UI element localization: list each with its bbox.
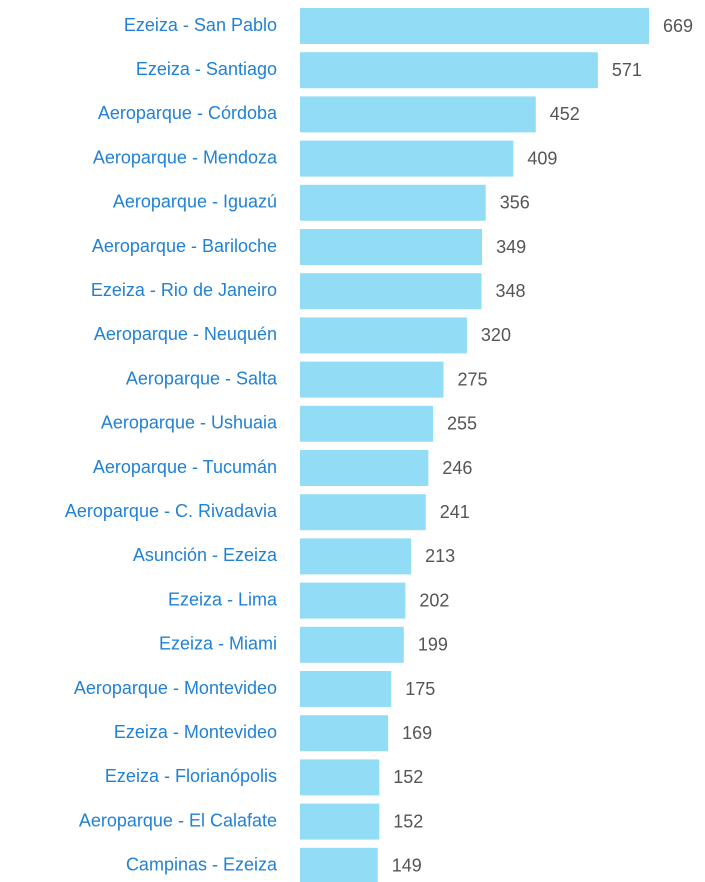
value-label: 275 (457, 369, 487, 389)
category-label: Aeroparque - Bariloche (92, 236, 277, 256)
bar (300, 803, 380, 840)
category-label: Aeroparque - Neuquén (94, 324, 277, 344)
category-label: Ezeiza - Florianópolis (105, 766, 277, 786)
value-label: 571 (612, 60, 642, 80)
bar (300, 582, 406, 619)
value-label: 202 (419, 590, 449, 610)
value-label: 199 (418, 635, 448, 655)
category-label: Aeroparque - Tucumán (93, 457, 277, 477)
bar (300, 405, 434, 442)
value-label: 452 (550, 104, 580, 124)
bar (300, 361, 444, 398)
bar (300, 96, 536, 133)
value-label: 152 (393, 767, 423, 787)
category-label: Ezeiza - Lima (168, 589, 278, 609)
bar (300, 317, 467, 354)
category-label: Aeroparque - Salta (126, 368, 278, 388)
bar (300, 273, 482, 310)
bar (300, 494, 426, 531)
bar (300, 140, 514, 177)
bar (300, 626, 404, 663)
value-label: 169 (402, 723, 432, 743)
category-label: Ezeiza - Santiago (136, 59, 277, 79)
bar (300, 759, 380, 796)
bar (300, 184, 486, 221)
value-label: 255 (447, 414, 477, 434)
value-label: 152 (393, 811, 423, 831)
value-label: 149 (392, 856, 422, 876)
bar (300, 8, 649, 44)
value-label: 349 (496, 237, 526, 257)
bar (300, 450, 429, 486)
bar (300, 52, 598, 89)
category-label: Aeroparque - Córdoba (98, 103, 278, 123)
bar (300, 847, 378, 882)
bar (300, 538, 412, 575)
category-label: Aeroparque - Mendoza (93, 147, 278, 167)
category-label: Campinas - Ezeiza (126, 855, 278, 875)
category-label: Ezeiza - Rio de Janeiro (91, 280, 277, 300)
category-label: Ezeiza - San Pablo (124, 15, 277, 35)
category-label: Aeroparque - Montevideo (74, 678, 277, 698)
bar (300, 715, 389, 752)
value-label: 348 (496, 281, 526, 301)
value-label: 320 (481, 325, 511, 345)
value-label: 175 (405, 679, 435, 699)
category-label: Ezeiza - Montevideo (114, 722, 277, 742)
value-label: 356 (500, 193, 530, 213)
category-label: Aeroparque - C. Rivadavia (65, 501, 278, 521)
bar (300, 229, 483, 265)
category-label: Ezeiza - Miami (159, 634, 277, 654)
category-label: Asunción - Ezeiza (133, 545, 278, 565)
value-label: 213 (425, 546, 455, 566)
category-label: Aeroparque - El Calafate (79, 810, 277, 830)
category-label: Aeroparque - Ushuaia (101, 413, 278, 433)
category-label: Aeroparque - Iguazú (113, 192, 277, 212)
value-label: 246 (442, 458, 472, 478)
value-label: 409 (527, 148, 557, 168)
value-label: 241 (440, 502, 470, 522)
bar (300, 671, 392, 707)
value-label: 669 (663, 16, 693, 36)
